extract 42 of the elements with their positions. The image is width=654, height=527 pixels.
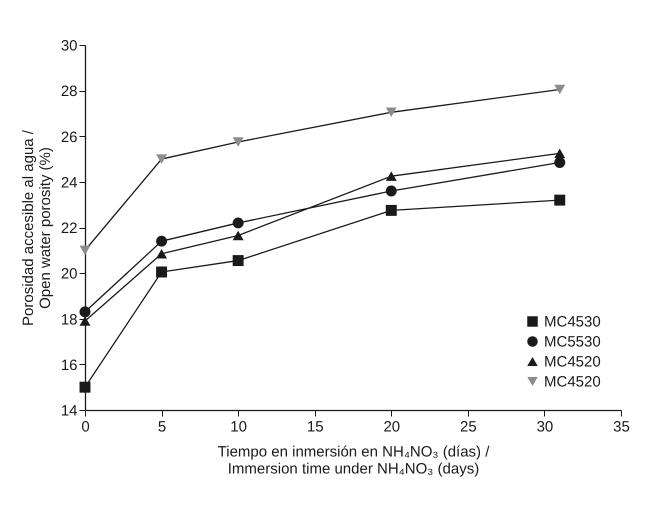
point (554, 84, 566, 94)
point (386, 108, 397, 118)
y-tick-label: 30 (60, 38, 78, 54)
y-tick-label: 18 (60, 311, 78, 328)
y-tick-label: 14 (60, 402, 78, 420)
y-tick-label: 24 (60, 174, 78, 192)
x-axis-title: Tiempo en inmersión en NH₄NO₃ (días) / Immersion time under NH₄NO₃ (days) (218, 444, 490, 478)
point (554, 148, 566, 158)
point (156, 154, 168, 164)
point (232, 255, 244, 266)
x-tick-label: 10 (230, 418, 247, 436)
y-tick-label: 28 (60, 83, 78, 100)
point (386, 204, 397, 216)
y-tick-label: 26 (60, 128, 78, 146)
y-tick-label: 22 (60, 220, 78, 237)
point (156, 236, 168, 247)
legend-label: MC4520 (544, 354, 601, 370)
x-tick-label: 35 (613, 418, 630, 436)
point (80, 382, 90, 393)
x-tick-label: 15 (306, 418, 324, 436)
x-tick-label: 25 (460, 418, 477, 436)
point (80, 246, 90, 256)
point (386, 171, 397, 181)
point (554, 194, 566, 206)
point (232, 230, 244, 240)
y-tick-label: 16 (60, 356, 78, 374)
legend-label: MC4520 (544, 374, 601, 390)
point (232, 137, 244, 147)
x-tick-label: 30 (536, 418, 554, 436)
point (386, 186, 397, 196)
y-tick-label: 20 (60, 266, 78, 283)
x-tick-label: 5 (158, 418, 166, 436)
point (232, 217, 244, 228)
y-axis-title: Porosidad accesible al agua / Open water porosity (%) (20, 129, 54, 326)
point (554, 157, 566, 168)
legend-label: MC5530 (544, 334, 601, 350)
point (80, 306, 90, 318)
legend-label: MC4530 (544, 314, 601, 330)
point (156, 248, 168, 258)
x-tick-label: 20 (383, 418, 400, 436)
x-tick-label: 0 (81, 418, 90, 436)
point (156, 266, 168, 278)
